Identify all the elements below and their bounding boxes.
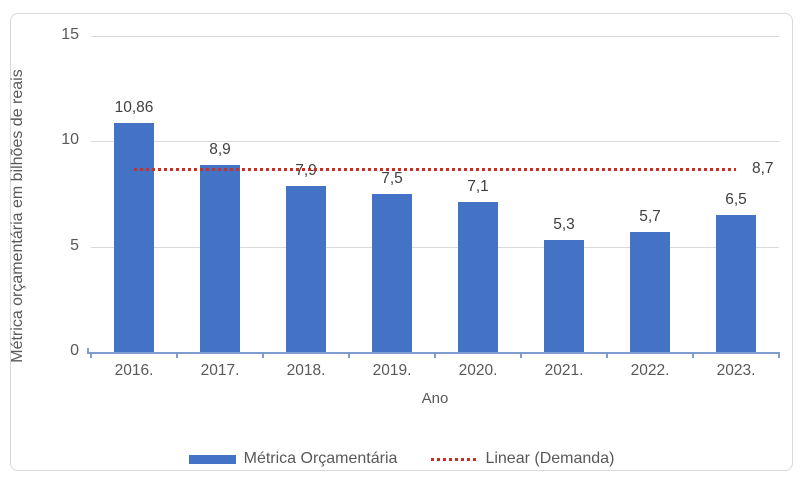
bar-series-swatch-icon [188,454,236,464]
bar-value-label: 10,86 [114,99,154,117]
x-category-label: 2020. [458,362,498,379]
legend-item-bar-series: Métrica Orçamentária [188,450,398,468]
chart-frame: Métrica orçamentária em bilhões de reais… [9,13,793,471]
trendline-value-label: 8,7 [752,159,774,177]
bar-2023 [716,215,756,352]
trendline-swatch-icon [431,457,478,461]
gridline-y-10 [91,141,779,143]
bar-2022 [630,231,670,352]
x-category-label: 2022. [630,362,670,379]
x-axis-tick [692,352,694,358]
legend-label-bar-series: Métrica Orçamentária [243,450,398,467]
y-tick-label: 10 [61,131,79,149]
x-axis [87,352,779,354]
x-category-label: 2018. [286,362,326,379]
y-tick-label: 5 [70,236,79,254]
bar-value-label: 6,5 [725,191,747,209]
x-category-label: 2023. [716,362,756,379]
y-tick-label: 0 [70,342,79,359]
x-axis-tick [606,352,608,358]
bar-value-label: 5,3 [553,216,575,234]
legend-item-trendline: Linear (Demanda) [431,450,614,468]
trendline [134,167,736,171]
x-axis-tick [348,352,350,358]
x-category-label: 2021. [544,362,584,379]
gridline-y-5 [91,246,779,248]
bar-2021 [544,240,584,352]
x-category-label: 2019. [372,362,412,379]
x-axis-tick [434,352,436,358]
gridline-y-15 [91,36,779,37]
legend-label-trendline: Linear (Demanda) [485,450,615,467]
bar-value-label: 5,7 [639,207,661,225]
x-axis-tick [778,352,780,358]
y-tick-label: 15 [61,26,79,43]
x-category-label: 2016. [114,362,154,379]
x-axis-tick [176,352,178,358]
bar-2019 [372,194,412,352]
legend: Métrica Orçamentária Linear (Demanda) [11,450,792,468]
bar-2016 [114,123,154,352]
x-axis-tick [520,352,522,358]
bar-2018 [286,185,326,352]
bar-value-label: 8,9 [209,140,231,158]
bar-2017 [200,164,240,352]
x-axis-tick [90,352,92,358]
x-axis-tick [262,352,264,358]
bar-value-label: 7,1 [467,178,489,196]
x-axis-start-tick [87,348,89,354]
bar-value-label: 7,5 [381,170,403,187]
bar-2020 [458,202,498,352]
x-category-label: 2017. [200,362,240,379]
y-axis-title: Métrica orçamentária em bilhões de reais [9,69,26,363]
x-axis-title: Ano [421,390,449,407]
